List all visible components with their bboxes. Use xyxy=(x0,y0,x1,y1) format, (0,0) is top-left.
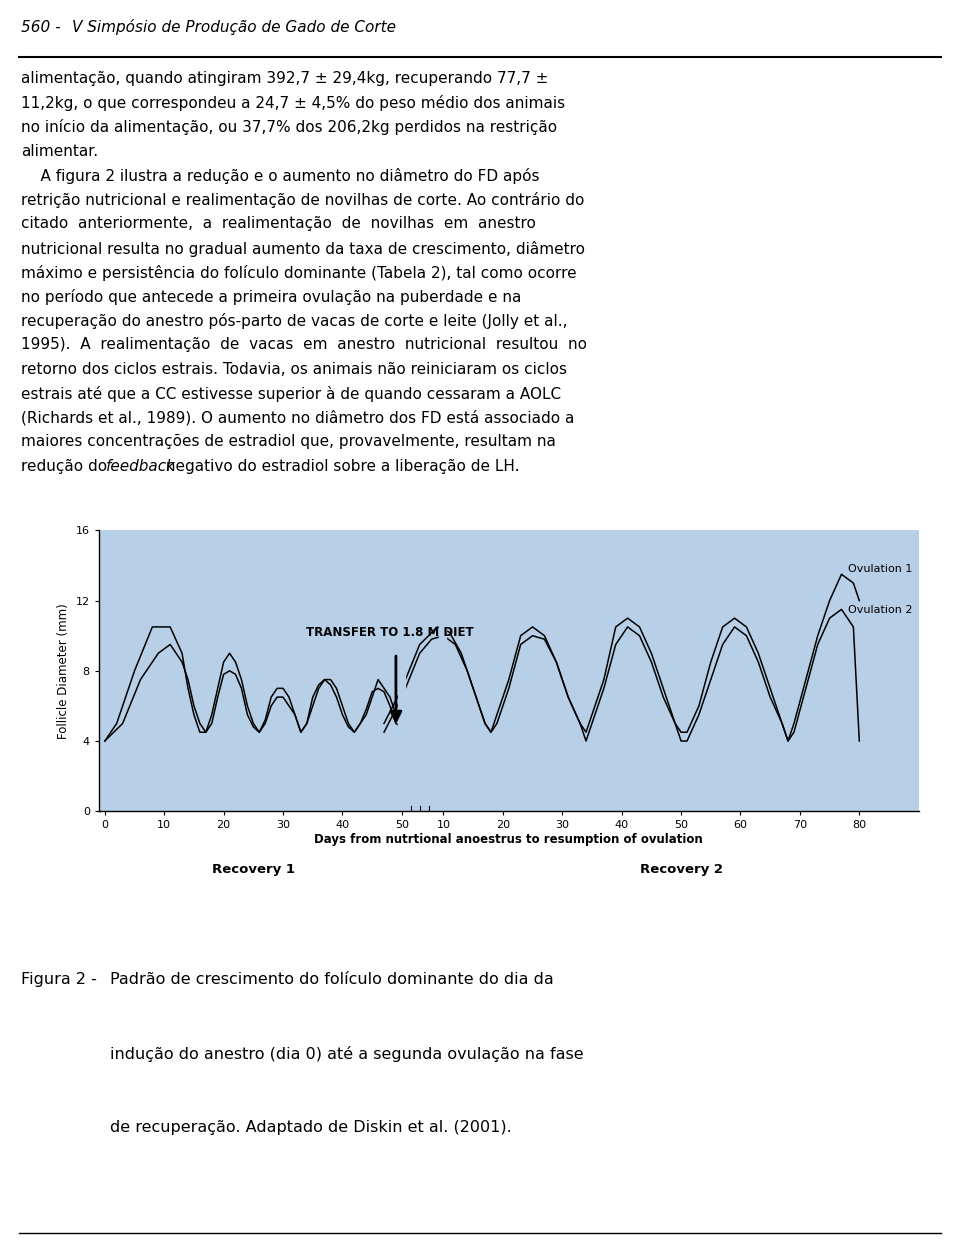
Text: recuperação do anestro pós-parto de vacas de corte e leite (Jolly et al.,: recuperação do anestro pós-parto de vaca… xyxy=(21,313,567,329)
Text: feedback: feedback xyxy=(106,459,176,474)
Text: alimentação, quando atingiram 392,7 ± 29,4kg, recuperando 77,7 ±: alimentação, quando atingiram 392,7 ± 29… xyxy=(21,71,548,86)
Text: nutricional resulta no gradual aumento da taxa de crescimento, diâmetro: nutricional resulta no gradual aumento d… xyxy=(21,241,586,257)
Text: A figura 2 ilustra a redução e o aumento no diâmetro do FD após: A figura 2 ilustra a redução e o aumento… xyxy=(21,167,540,183)
Text: Recovery 2: Recovery 2 xyxy=(639,864,723,876)
Text: TRANSFER TO 1.8 M DIET: TRANSFER TO 1.8 M DIET xyxy=(306,626,474,639)
Text: 560 -: 560 - xyxy=(21,20,60,35)
Text: 1995).  A  realimentação  de  vacas  em  anestro  nutricional  resultou  no: 1995). A realimentação de vacas em anest… xyxy=(21,337,588,352)
Text: citado  anteriormente,  a  realimentação  de  novilhas  em  anestro: citado anteriormente, a realimentação de… xyxy=(21,216,536,231)
Text: Ovulation 2: Ovulation 2 xyxy=(849,604,913,615)
Text: no período que antecede a primeira ovulação na puberdade e na: no período que antecede a primeira ovula… xyxy=(21,290,521,305)
Text: (Richards et al., 1989). O aumento no diâmetro dos FD está associado a: (Richards et al., 1989). O aumento no di… xyxy=(21,411,574,426)
Text: retorno dos ciclos estrais. Todavia, os animais não reiniciaram os ciclos: retorno dos ciclos estrais. Todavia, os … xyxy=(21,362,567,377)
Text: V Simpósio de Produção de Gado de Corte: V Simpósio de Produção de Gado de Corte xyxy=(72,20,396,35)
Text: alimentar.: alimentar. xyxy=(21,144,98,158)
Text: 11,2kg, o que correspondeu a 24,7 ± 4,5% do peso médio dos animais: 11,2kg, o que correspondeu a 24,7 ± 4,5%… xyxy=(21,95,565,111)
Text: Figura 2 -: Figura 2 - xyxy=(21,972,102,987)
Text: retrição nutricional e realimentação de novilhas de corte. Ao contrário do: retrição nutricional e realimentação de … xyxy=(21,192,585,208)
Text: estrais até que a CC estivesse superior à de quando cessaram a AOLC: estrais até que a CC estivesse superior … xyxy=(21,386,562,402)
Text: maiores concentrações de estradiol que, provavelmente, resultam na: maiores concentrações de estradiol que, … xyxy=(21,434,556,449)
Text: indução do anestro (dia 0) até a segunda ovulação na fase: indução do anestro (dia 0) até a segunda… xyxy=(110,1046,584,1062)
X-axis label: Days from nutrtional anoestrus to resumption of ovulation: Days from nutrtional anoestrus to resump… xyxy=(315,832,703,846)
Text: Ovulation 1: Ovulation 1 xyxy=(849,564,913,574)
Text: Recovery 1: Recovery 1 xyxy=(212,864,295,876)
Text: de recuperação. Adaptado de Diskin et al. (2001).: de recuperação. Adaptado de Diskin et al… xyxy=(110,1119,512,1134)
Text: redução do: redução do xyxy=(21,459,112,474)
Text: no início da alimentação, ou 37,7% dos 206,2kg perdidos na restrição: no início da alimentação, ou 37,7% dos 2… xyxy=(21,120,557,135)
Text: máximo e persistência do folículo dominante (Tabela 2), tal como ocorre: máximo e persistência do folículo domina… xyxy=(21,265,577,281)
Text: Padrão de crescimento do folículo dominante do dia da: Padrão de crescimento do folículo domina… xyxy=(110,972,554,987)
Y-axis label: Follicle Diameter (mm): Follicle Diameter (mm) xyxy=(58,603,70,739)
Text: negativo do estradiol sobre a liberação de LH.: negativo do estradiol sobre a liberação … xyxy=(161,459,519,474)
